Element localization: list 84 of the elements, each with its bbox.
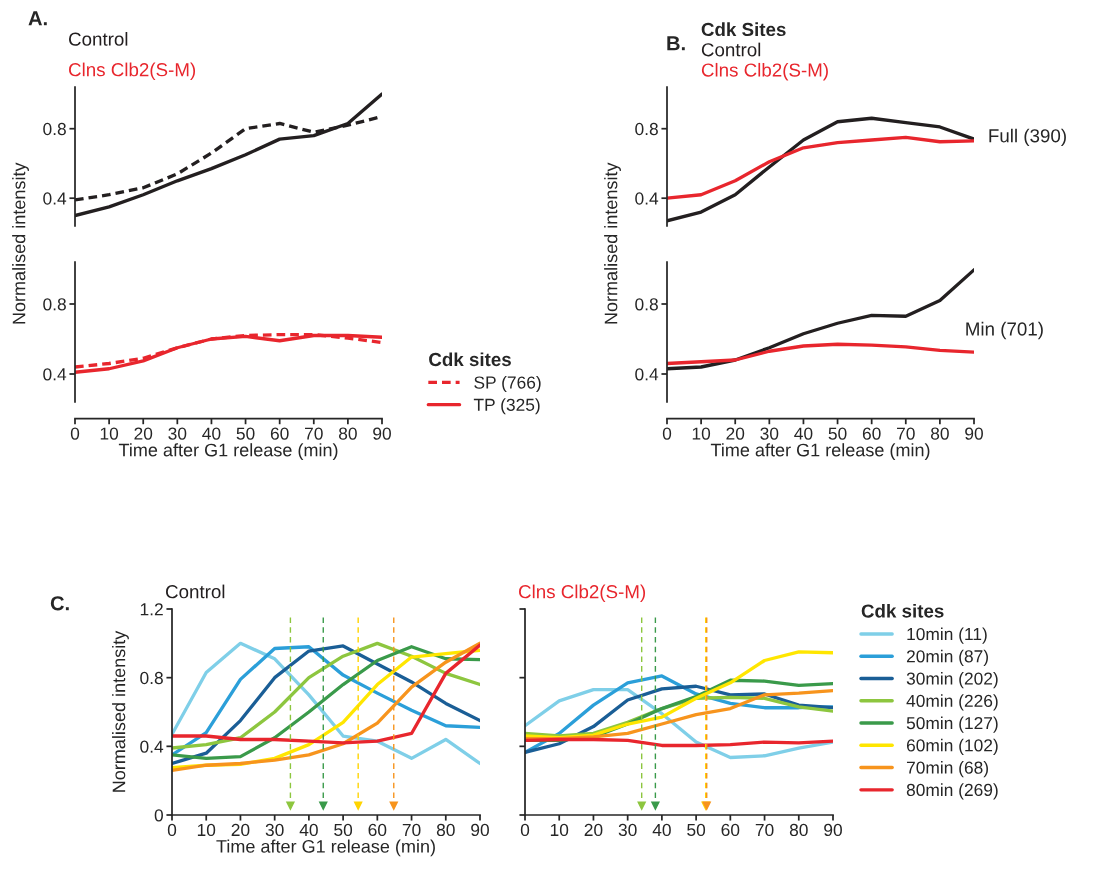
y-tick-label: 0 [154,809,163,822]
x-tick-label: 0 [520,823,530,837]
legend-label: SP (766) [474,375,541,393]
x-tick-label: 80 [789,823,808,837]
x-tick-label: 30 [265,823,284,837]
y-axis-title: Normalised intensity [604,162,621,324]
y-tick-label: 0.4 [635,192,659,205]
legend-label: TP (325) [473,398,540,415]
y-axis-title: Normalised intensity [112,630,129,792]
legend-label: 60min (102) [906,738,998,755]
legend-label: 20min (87) [906,649,988,666]
x-tick-label: 50 [687,823,706,837]
x-tick-label: 20 [584,823,603,837]
x-tick-label: 0 [662,427,672,440]
y-tick-label: 0.4 [635,368,659,381]
x-tick-label: 20 [726,427,745,440]
line-series [667,135,974,200]
x-axis-title: Time after G1 release (min) [118,443,338,461]
x-tick-label: 10 [550,823,569,837]
legend-label: 80min (269) [906,783,998,800]
x-tick-label: 30 [618,823,637,837]
legend-title: Cdk sites [861,603,944,618]
x-tick-label: 40 [202,427,221,440]
x-tick-label: 60 [368,823,387,837]
x-tick-label: 0 [167,823,177,837]
annotation: Min (701) [966,321,1043,340]
x-tick-label: 60 [270,427,289,440]
x-tick-label: 10 [197,823,216,837]
chart-title: A. [28,11,47,26]
x-tick-label: 50 [236,427,255,440]
legend-title: Cdk sites [429,352,511,367]
x-tick-label: 90 [824,823,842,837]
x-tick-label: 20 [231,823,250,837]
x-tick-label: 10 [692,427,711,440]
y-tick-label: 0.8 [635,298,658,311]
x-tick-label: 60 [862,427,881,440]
x-tick-label: 30 [168,427,187,440]
text: Clns Clb2(S-M) [701,62,828,81]
x-tick-label: 90 [471,823,489,837]
x-tick-label: 40 [652,823,671,837]
text: Clns Clb2(S-M) [69,62,196,81]
text: Control [701,42,761,57]
x-tick-label: 90 [965,427,983,440]
text: Control [166,584,225,599]
legend-label: 10min (11) [907,627,987,644]
y-tick-label: 0.8 [635,122,658,136]
x-tick-label: 80 [338,427,357,440]
annotation: Full (390) [989,128,1066,147]
text: Clns Clb2(S-M) [519,584,646,603]
x-tick-label: 80 [436,823,455,837]
x-tick-label: 40 [299,823,318,837]
x-tick-label: 70 [755,823,774,837]
y-tick-label: 0.8 [43,122,66,136]
y-tick-label: 0.8 [140,671,163,685]
x-tick-label: 20 [134,427,153,440]
legend-label: 30min (202) [906,672,998,689]
x-tick-label: 50 [828,427,847,440]
x-tick-label: 10 [100,427,119,440]
legend-label: 70min (68) [906,761,988,778]
x-tick-label: 90 [373,427,391,440]
x-axis-title: Time after G1 release (min) [710,443,930,461]
y-tick-label: 0.4 [43,368,67,381]
y-tick-label: 0.4 [140,740,164,753]
x-tick-label: 50 [334,823,353,837]
x-axis-title: Time after G1 release (min) [216,839,435,857]
y-tick-label: 0.8 [43,298,66,311]
x-tick-label: 80 [930,427,949,440]
legend-title: Cdk Sites [701,22,786,37]
y-tick-label: 1.2 [140,603,163,616]
chart-title: B. [667,36,685,51]
y-tick-label: 0.4 [43,192,67,205]
chart-title: C. [50,596,69,611]
line-series [667,342,974,366]
x-tick-label: 70 [897,427,915,440]
x-tick-label: 70 [402,823,421,837]
x-tick-label: 0 [70,427,80,440]
text: Control [69,32,128,46]
x-tick-label: 70 [305,427,323,440]
legend-label: 40min (226) [906,694,998,711]
x-tick-label: 60 [721,823,740,837]
y-axis-title: Normalised intensity [12,162,29,324]
x-tick-label: 30 [760,427,779,440]
x-tick-label: 40 [794,427,813,440]
legend-label: 50min (127) [906,716,998,733]
